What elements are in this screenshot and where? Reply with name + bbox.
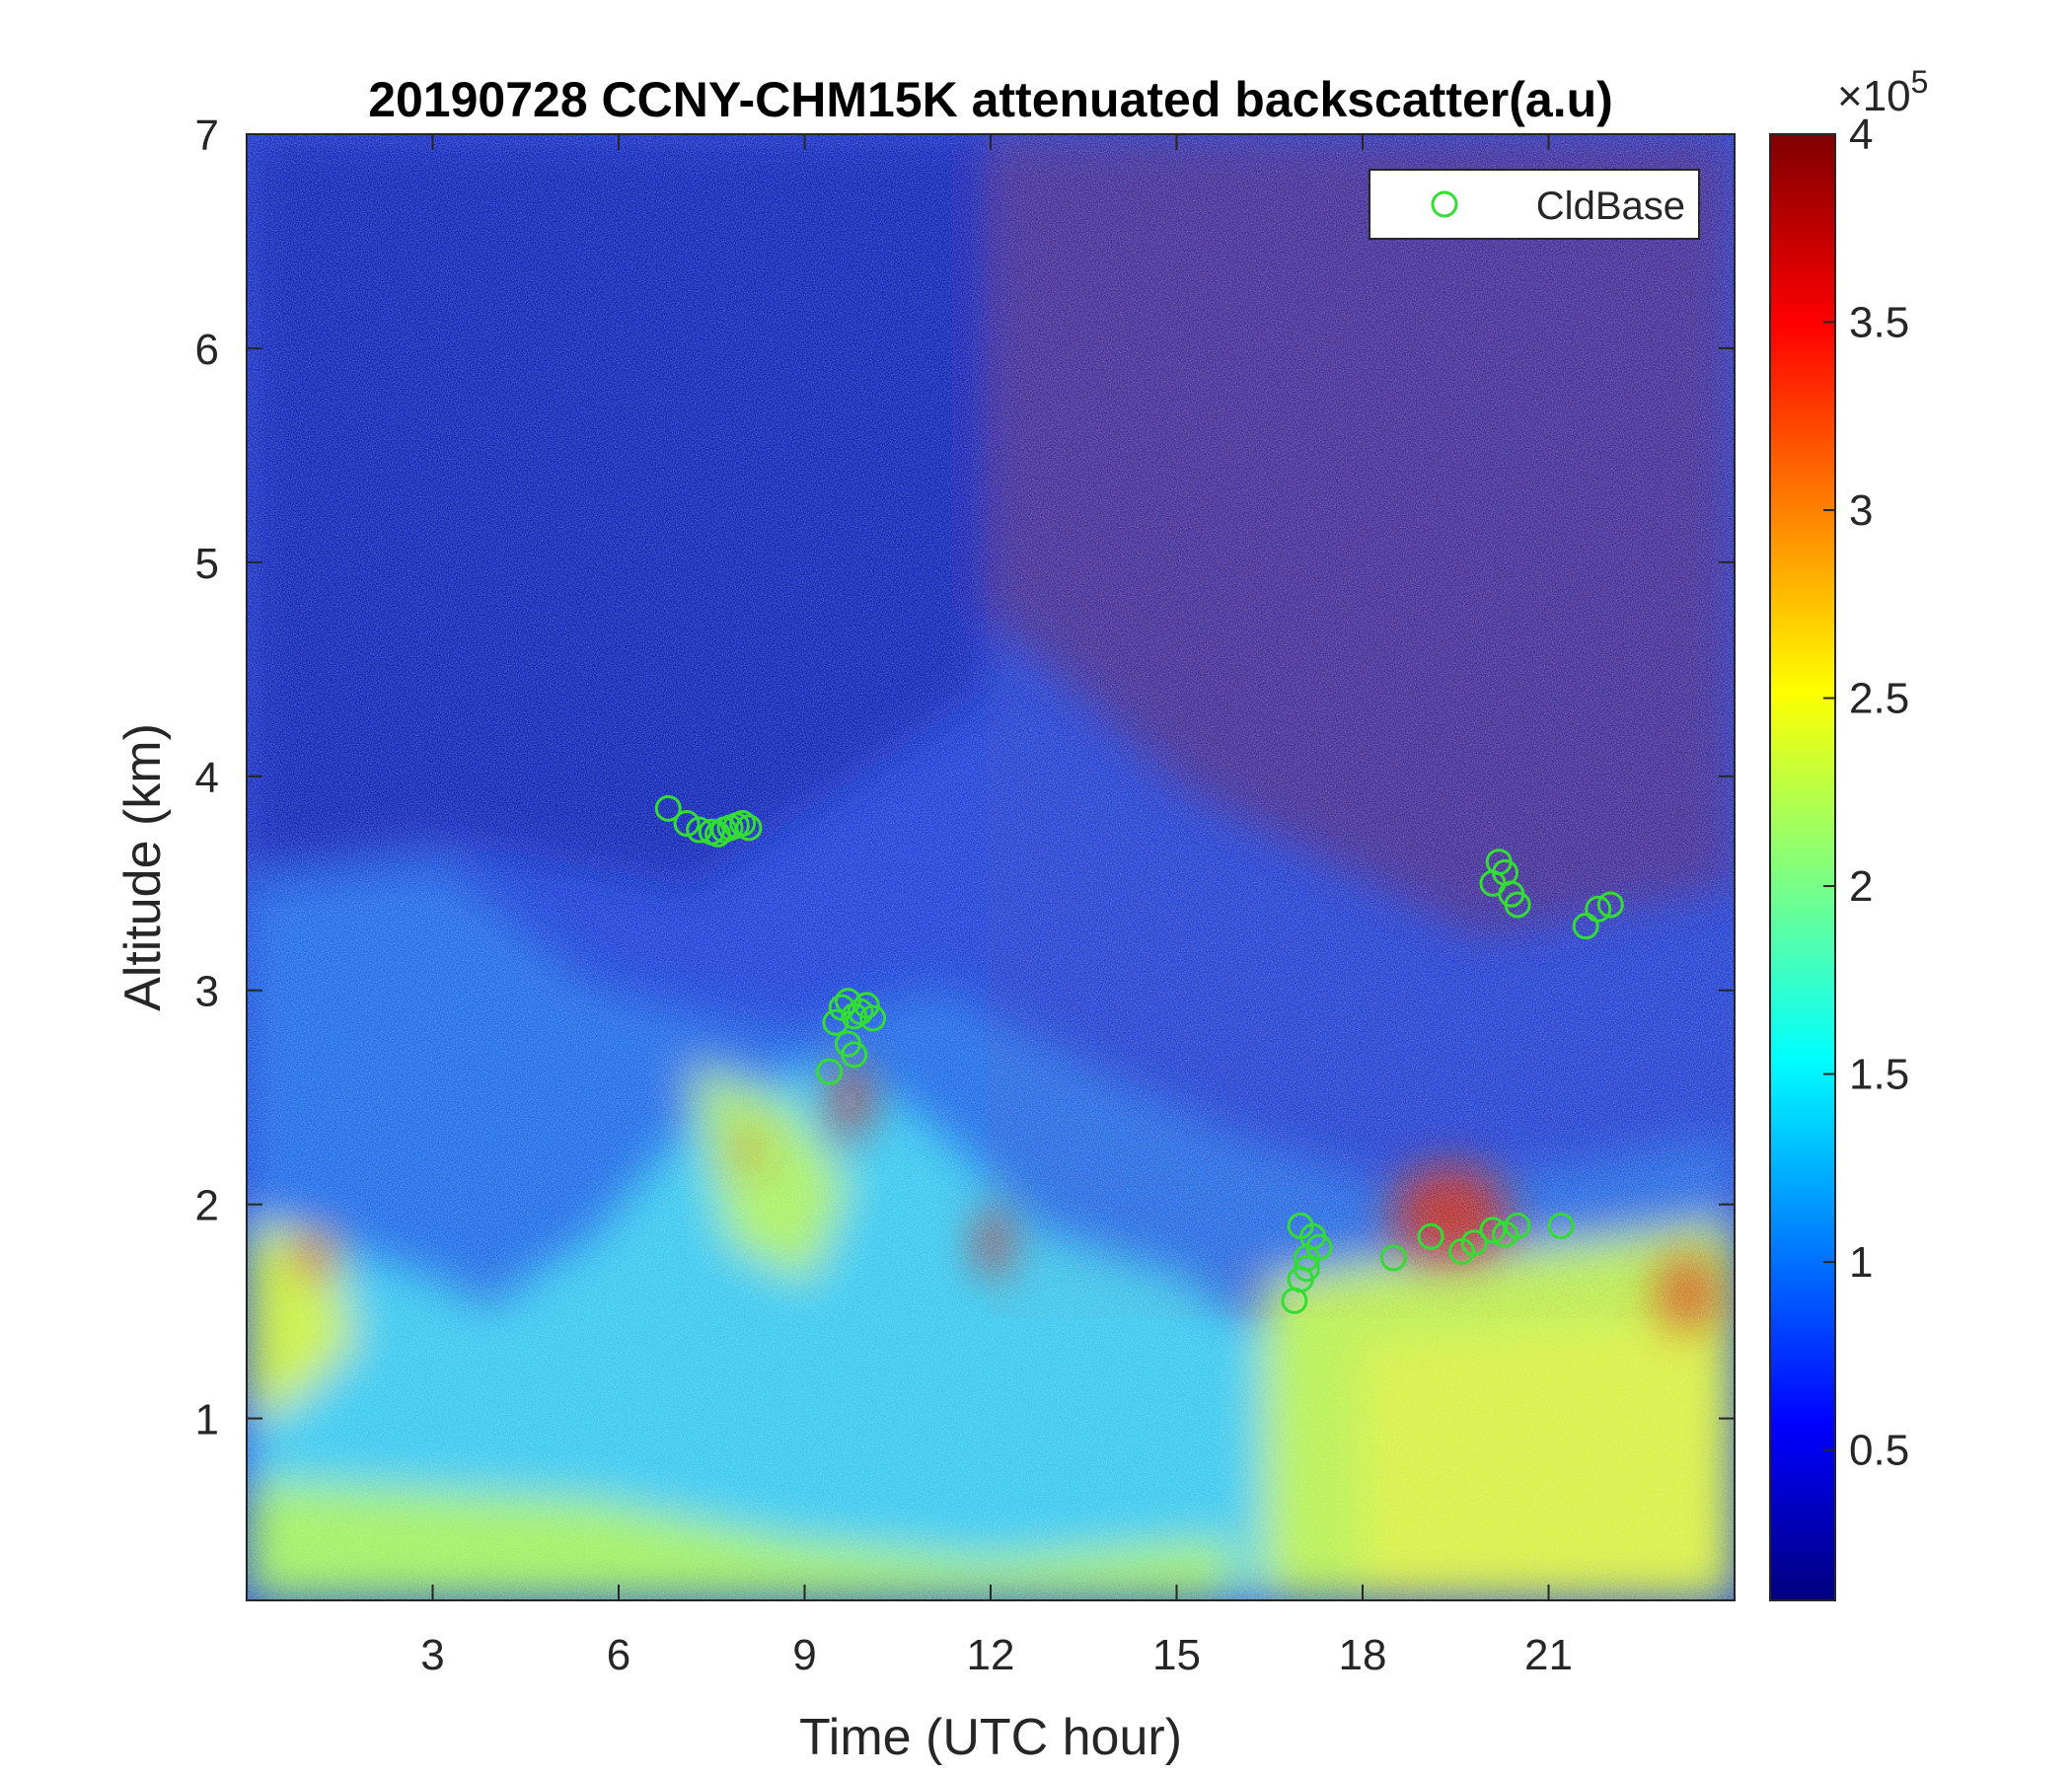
cldbase-point bbox=[847, 998, 874, 1025]
colorbar-tick-label: 0.5 bbox=[1849, 1427, 1909, 1475]
colorbar-tick-label: 4 bbox=[1849, 111, 1873, 159]
cldbase-point bbox=[1287, 1212, 1314, 1239]
legend-box bbox=[1369, 169, 1700, 240]
cldbase-markers bbox=[654, 794, 1624, 1314]
legend-label: CldBase bbox=[1536, 185, 1685, 228]
x-tick-label: 21 bbox=[1524, 1631, 1573, 1679]
cldbase-point bbox=[859, 1004, 887, 1032]
colorbar-tick-label: 2.5 bbox=[1849, 675, 1909, 723]
colorbar-multiplier: ×105 bbox=[1837, 64, 1928, 120]
x-tick-label: 3 bbox=[420, 1631, 444, 1679]
cldbase-point bbox=[673, 810, 701, 838]
colorbar-tick-label: 3.5 bbox=[1849, 299, 1909, 347]
backscatter-heatmap bbox=[247, 134, 1735, 1600]
colorbar-ticks: 0.5 1 1.5 2 2.5 3 3.5 4 bbox=[1823, 111, 1909, 1475]
y-tick-label: 6 bbox=[195, 326, 219, 374]
cldbase-point bbox=[1504, 891, 1531, 919]
y-axis-label: Altitude (km) bbox=[114, 723, 172, 1011]
x-tick-label: 6 bbox=[607, 1631, 630, 1679]
chart-title: 20190728 CCNY-CHM15K attenuated backscat… bbox=[368, 72, 1613, 127]
cldbase-point bbox=[1379, 1244, 1407, 1272]
cldbase-point bbox=[1596, 891, 1624, 919]
y-tick-label: 1 bbox=[195, 1396, 219, 1444]
x-tick-label: 18 bbox=[1339, 1631, 1387, 1679]
legend-marker bbox=[1431, 190, 1458, 218]
colorbar-tick-label: 3 bbox=[1849, 486, 1873, 535]
x-axis: 3 6 9 12 15 18 21 bbox=[420, 134, 1573, 1679]
colorbar-tick-label: 1 bbox=[1849, 1238, 1873, 1287]
cldbase-point bbox=[1479, 1217, 1507, 1244]
cldbase-point bbox=[841, 1041, 868, 1069]
y-tick-label: 3 bbox=[195, 968, 219, 1016]
y-tick-label: 7 bbox=[195, 111, 219, 160]
cldbase-point bbox=[1293, 1255, 1320, 1283]
colorbar-gradient bbox=[1770, 134, 1835, 1600]
legend: CldBase bbox=[1369, 169, 1700, 240]
cldbase-point bbox=[822, 1008, 850, 1036]
cldbase-point bbox=[816, 1058, 844, 1085]
y-axis: 1 2 3 4 5 6 7 bbox=[195, 111, 1735, 1444]
y-tick-label: 4 bbox=[195, 754, 219, 802]
cldbase-point bbox=[1585, 895, 1612, 923]
cldbase-point bbox=[1547, 1212, 1575, 1239]
cldbase-point bbox=[735, 814, 763, 842]
cldbase-point bbox=[729, 810, 757, 838]
cldbase-point bbox=[1305, 1233, 1333, 1261]
cldbase-point bbox=[1572, 913, 1599, 940]
cldbase-point bbox=[1460, 1229, 1488, 1257]
colorbar-frame bbox=[1769, 133, 1836, 1601]
cldbase-point bbox=[852, 992, 880, 1019]
colorbar: 0.5 1 1.5 2 2.5 3 3.5 4 ×105 bbox=[1769, 64, 1928, 1601]
y-tick-label: 5 bbox=[195, 540, 219, 588]
y-tick-label: 2 bbox=[195, 1182, 219, 1230]
cldbase-point bbox=[1417, 1222, 1444, 1250]
x-axis-label: Time (UTC hour) bbox=[799, 1709, 1182, 1766]
cldbase-point bbox=[1504, 1212, 1531, 1239]
colorbar-tick-label: 2 bbox=[1849, 862, 1873, 911]
heatmap-noise-red bbox=[987, 134, 1735, 1318]
cldbase-point bbox=[654, 794, 682, 822]
colorbar-tick-label: 1.5 bbox=[1849, 1051, 1909, 1099]
x-tick-label: 12 bbox=[967, 1631, 1015, 1679]
x-tick-label: 15 bbox=[1152, 1631, 1201, 1679]
x-tick-label: 9 bbox=[792, 1631, 816, 1679]
